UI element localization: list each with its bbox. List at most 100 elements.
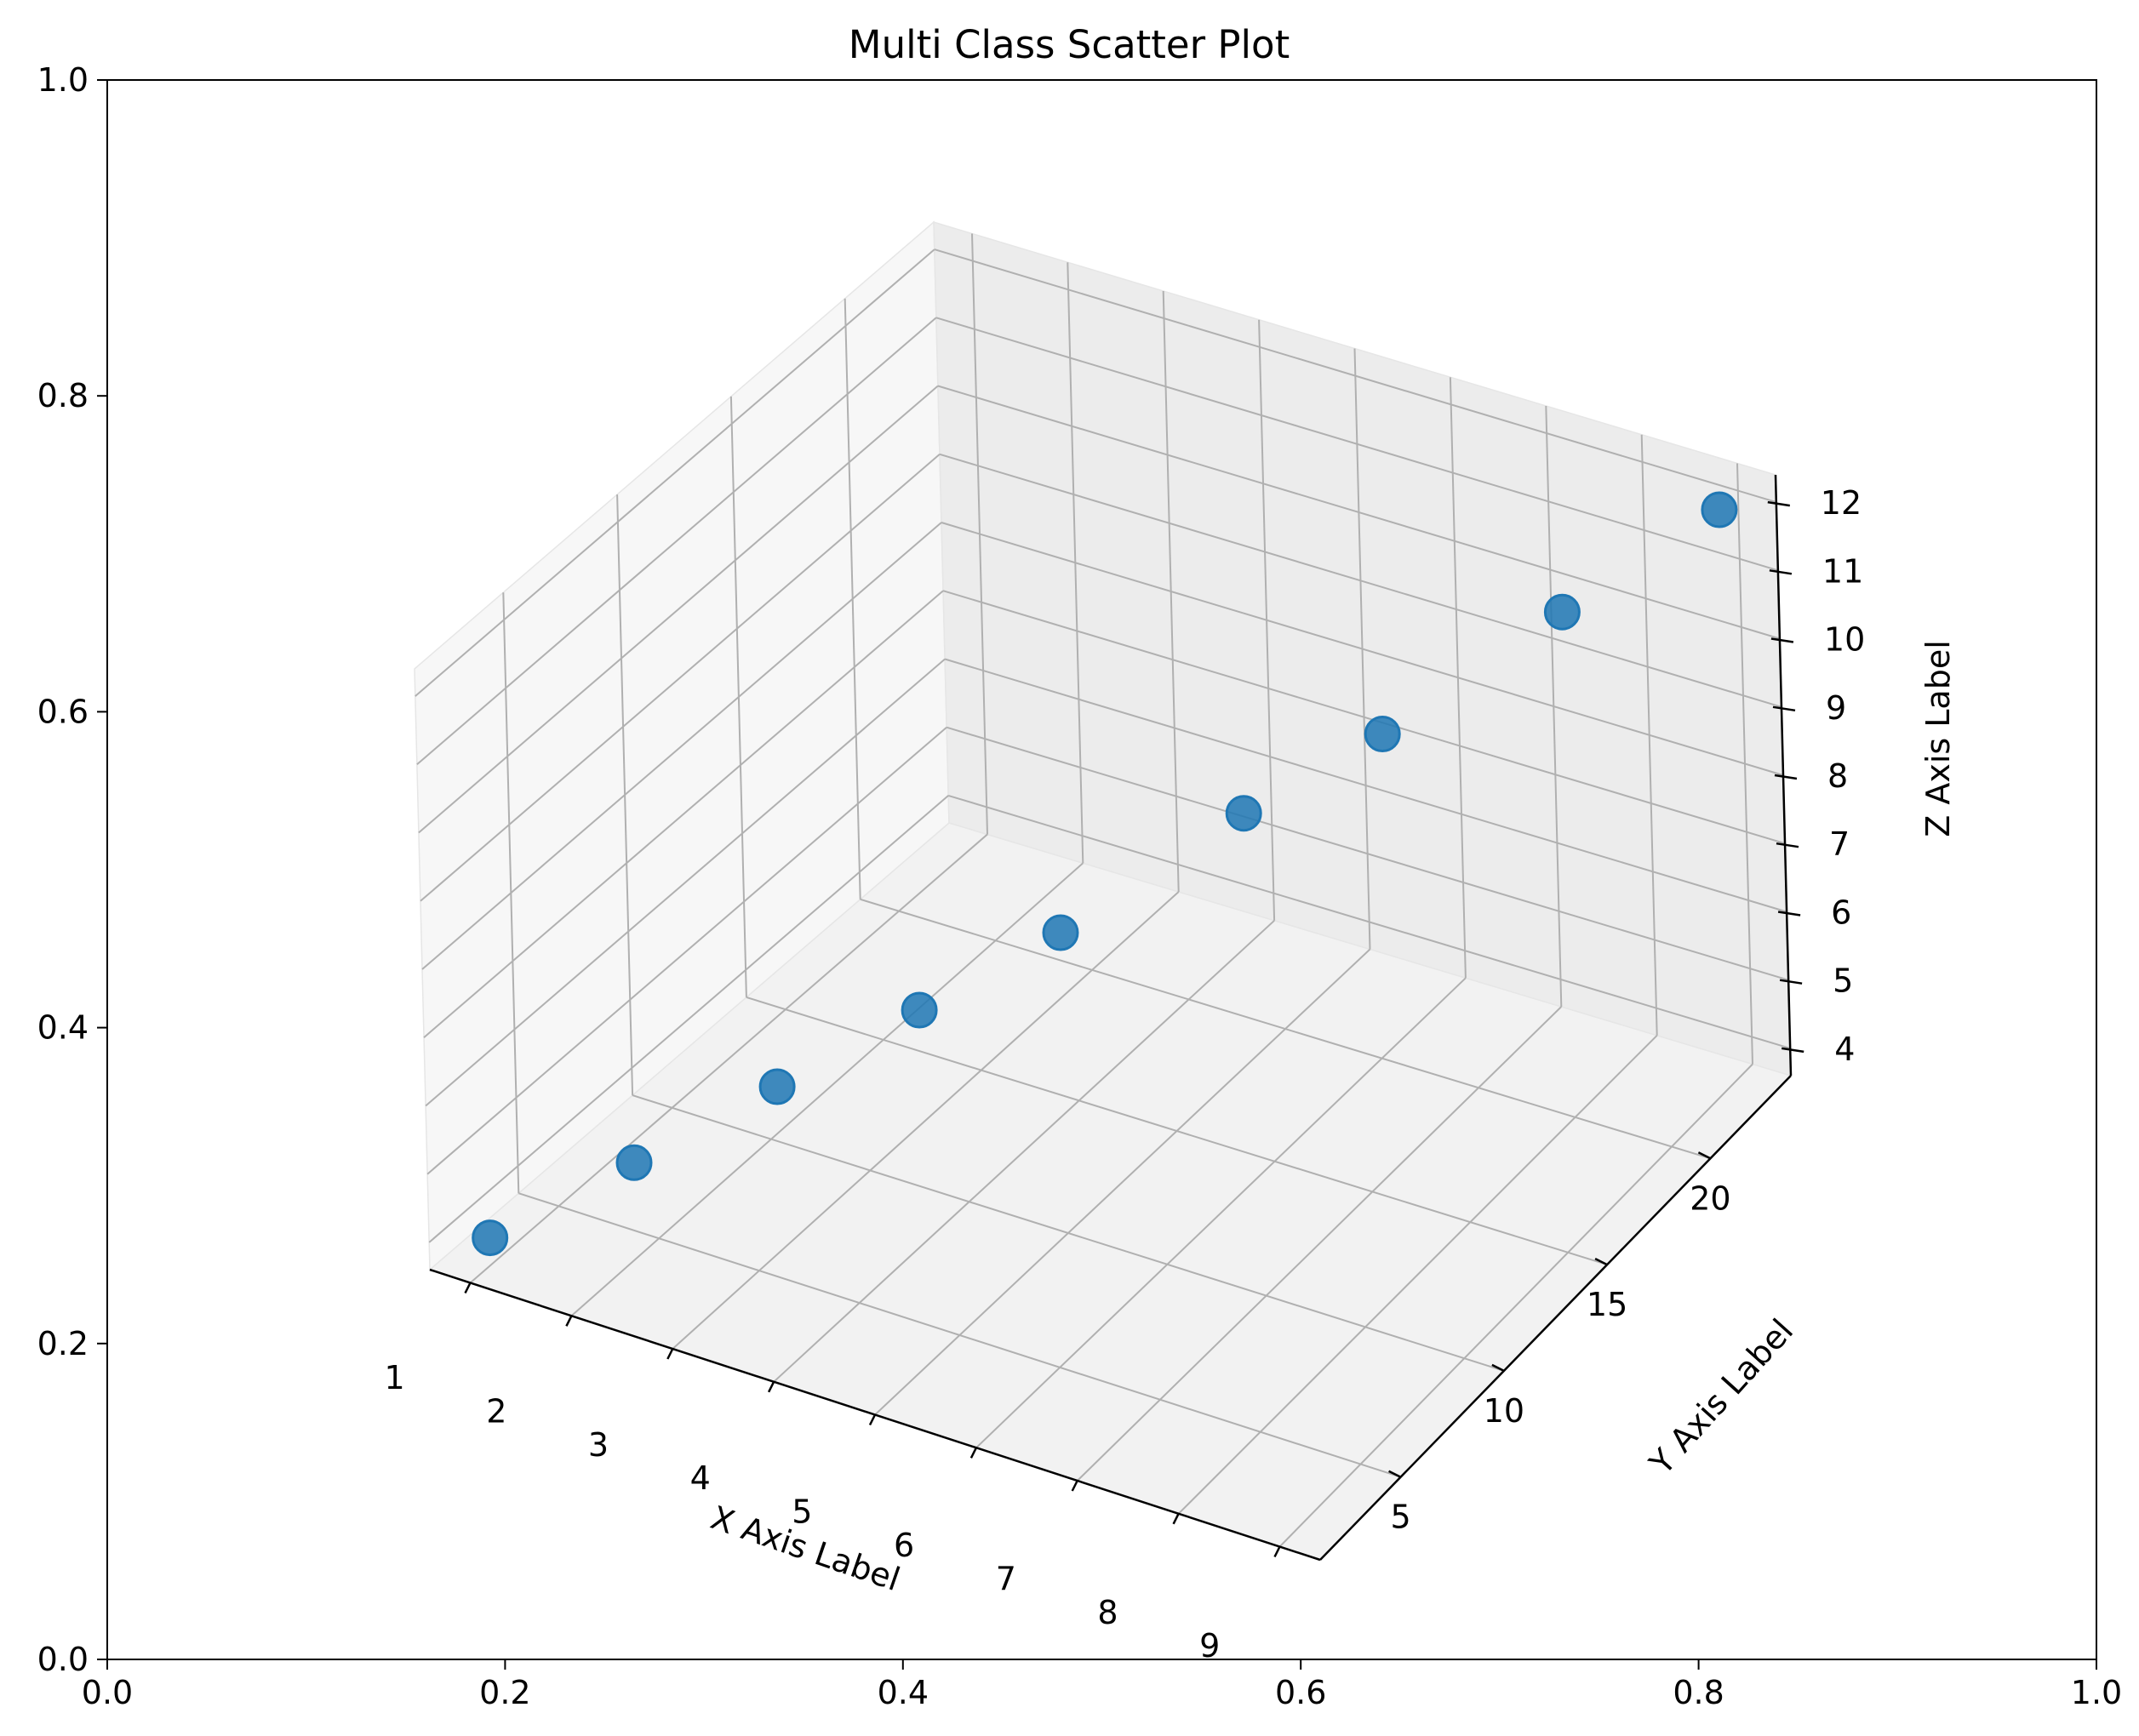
x-tick bbox=[464, 1282, 472, 1294]
grid-line-x-floor bbox=[1177, 1035, 1658, 1515]
background-y-tick-label: 0.0 bbox=[37, 1641, 89, 1678]
x-tick-label: 5 bbox=[792, 1493, 812, 1531]
background-y-tick-label: 0.8 bbox=[37, 377, 89, 414]
y-tick bbox=[1491, 1363, 1505, 1373]
y-tick bbox=[1594, 1257, 1608, 1266]
y-tick-label: 15 bbox=[1587, 1286, 1627, 1323]
x-tick-label: 1 bbox=[385, 1359, 405, 1396]
background-y-tick-label: 0.6 bbox=[37, 693, 89, 730]
z-tick-label: 5 bbox=[1833, 962, 1853, 1000]
x-tick-label: 8 bbox=[1097, 1594, 1118, 1631]
background-y-tick-label: 1.0 bbox=[37, 61, 89, 99]
x-tick bbox=[1273, 1545, 1281, 1558]
grid-line-z-left bbox=[425, 658, 946, 1107]
background-axes-ticks: 0.0 0.2 0.4 0.6 0.8 1.0 0.0 0.2 0.4 0.6 0.8 1.0 bbox=[37, 61, 2123, 1711]
grid-line-x-floor bbox=[570, 862, 1084, 1317]
grid-line-z-left bbox=[416, 317, 937, 766]
z-tick-label: 10 bbox=[1824, 621, 1865, 659]
grid-line-z-back bbox=[939, 453, 1782, 708]
grid-line-z-left bbox=[423, 590, 944, 1038]
z-tick bbox=[1779, 979, 1803, 985]
scatter-point bbox=[472, 1219, 509, 1257]
x-tick bbox=[666, 1348, 674, 1360]
background-x-tick-label: 0.2 bbox=[479, 1674, 530, 1711]
x-tick bbox=[1172, 1513, 1180, 1525]
background-y-tick-label: 0.2 bbox=[37, 1325, 89, 1362]
grid-line-x-floor bbox=[672, 891, 1180, 1350]
grid-line-y-floor bbox=[518, 1192, 1401, 1478]
grid-line-z-back bbox=[944, 658, 1787, 913]
y-tick-label: 10 bbox=[1484, 1392, 1524, 1430]
scatter-point bbox=[1701, 491, 1738, 528]
grid-line-z-left bbox=[421, 522, 942, 970]
scatter-points bbox=[472, 491, 1738, 1257]
grid-line-z-left bbox=[415, 248, 935, 697]
background-x-tick-label: 0.6 bbox=[1275, 1674, 1326, 1711]
grid-line-x-floor bbox=[1077, 1006, 1562, 1482]
grid-line-z-left bbox=[428, 795, 949, 1243]
z-tick bbox=[1772, 705, 1796, 712]
scatter-point bbox=[1042, 914, 1079, 951]
z-tick bbox=[1782, 1047, 1804, 1054]
grid-line-z-back bbox=[934, 248, 1777, 504]
y-tick bbox=[1388, 1470, 1402, 1478]
x-tick bbox=[1071, 1480, 1078, 1492]
y-tick-label: 20 bbox=[1690, 1179, 1730, 1217]
x-tick bbox=[767, 1381, 775, 1393]
grid-line-x-floor bbox=[469, 833, 988, 1284]
grid-line-z-back bbox=[947, 794, 1791, 1049]
z-axis-line bbox=[1774, 474, 1793, 1076]
x-tick-label: 2 bbox=[486, 1392, 506, 1430]
grid-line-z-back bbox=[946, 726, 1789, 981]
z-tick-label: 9 bbox=[1826, 689, 1846, 727]
grid-line-y-floor bbox=[632, 1094, 1505, 1372]
scatter-point bbox=[615, 1144, 653, 1181]
z-tick-label: 7 bbox=[1829, 825, 1850, 863]
x-tick bbox=[969, 1447, 978, 1459]
background-x-tick-label: 0.0 bbox=[82, 1674, 133, 1711]
x-tick-label: 6 bbox=[894, 1527, 914, 1564]
background-x-tick-label: 0.4 bbox=[878, 1674, 929, 1711]
scatter-point bbox=[758, 1068, 796, 1105]
background-axes-frame bbox=[106, 79, 2097, 1660]
scatter-point bbox=[901, 991, 938, 1029]
grid-line-z-back bbox=[941, 522, 1784, 776]
y-tick-label: 5 bbox=[1391, 1499, 1411, 1536]
background-axes bbox=[106, 79, 2097, 1660]
scatter-point bbox=[1543, 593, 1581, 631]
z-tick-label: 6 bbox=[1831, 894, 1851, 932]
grid-line-z-left bbox=[418, 385, 939, 834]
grid-line-x-floor bbox=[874, 948, 1371, 1416]
grid-line-z-back bbox=[935, 317, 1779, 572]
z-tick bbox=[1776, 842, 1799, 848]
grid-line-z-back bbox=[942, 590, 1786, 845]
chart-title: Multi Class Scatter Plot bbox=[849, 22, 1290, 67]
x-tick bbox=[868, 1413, 877, 1426]
grid-line-x-floor bbox=[773, 920, 1275, 1383]
z-axis-title: Z Axis Label bbox=[1919, 640, 1957, 837]
grid-line-z-back bbox=[937, 385, 1781, 640]
grid-line-x-floor bbox=[975, 977, 1467, 1449]
y-tick bbox=[1697, 1151, 1711, 1160]
z-tick bbox=[1769, 569, 1793, 575]
grid-line-y-floor bbox=[746, 996, 1608, 1266]
x-tick-label: 4 bbox=[690, 1459, 711, 1497]
z-tick-label: 4 bbox=[1834, 1031, 1855, 1068]
z-tick-label: 12 bbox=[1821, 484, 1862, 522]
background-x-tick-label: 1.0 bbox=[2071, 1674, 2122, 1711]
z-tick-label: 8 bbox=[1827, 757, 1848, 795]
x-tick-label: 9 bbox=[1199, 1627, 1220, 1665]
grid-line-x-floor bbox=[1278, 1063, 1753, 1548]
z-tick bbox=[1777, 911, 1801, 917]
z-tick-label: 11 bbox=[1822, 552, 1863, 590]
scatter-point bbox=[1364, 716, 1401, 752]
z-tick bbox=[1767, 500, 1790, 507]
z-tick bbox=[1770, 637, 1794, 643]
background-x-tick-label: 0.8 bbox=[1673, 1674, 1724, 1711]
x-tick bbox=[565, 1315, 573, 1327]
grid-line-z-left bbox=[420, 454, 941, 902]
grid-line-y-floor bbox=[860, 898, 1711, 1160]
grid-line-z-left bbox=[426, 726, 947, 1175]
